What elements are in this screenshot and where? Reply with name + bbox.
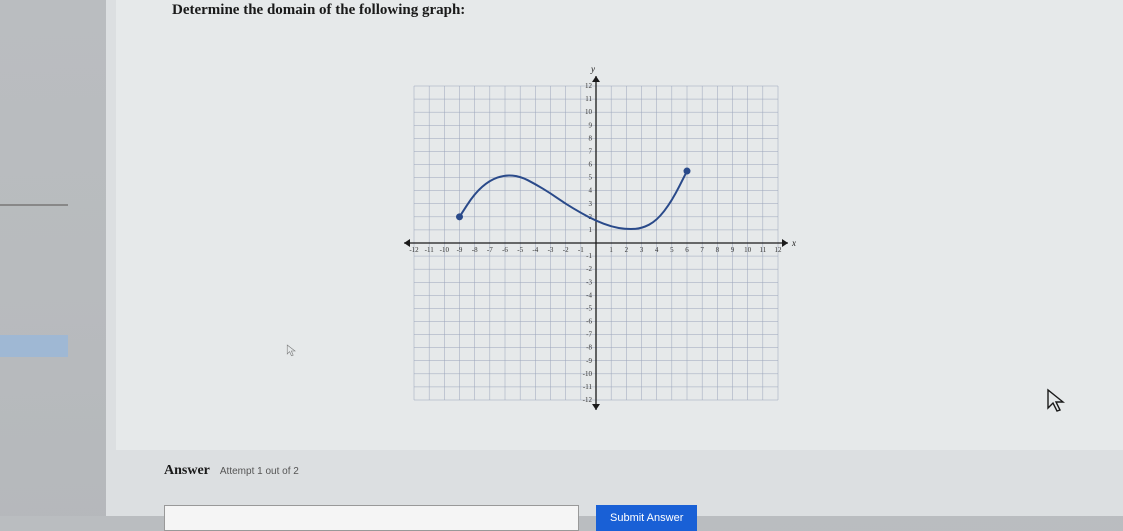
- svg-text:-10: -10: [583, 370, 593, 378]
- svg-text:4: 4: [589, 187, 593, 195]
- svg-text:-9: -9: [586, 357, 592, 365]
- submit-button[interactable]: Submit Answer: [596, 505, 697, 531]
- svg-text:10: 10: [585, 108, 593, 116]
- sidebar-divider: [0, 204, 68, 206]
- svg-text:-6: -6: [502, 246, 508, 254]
- svg-text:-8: -8: [586, 344, 592, 352]
- svg-text:4: 4: [655, 246, 659, 254]
- svg-text:-5: -5: [517, 246, 523, 254]
- svg-text:-7: -7: [586, 331, 592, 339]
- svg-text:9: 9: [589, 121, 593, 129]
- svg-text:8: 8: [716, 246, 720, 254]
- question-prompt: Determine the domain of the following gr…: [172, 2, 465, 19]
- svg-text:-11: -11: [583, 383, 593, 391]
- cursor-icon: [1046, 388, 1068, 414]
- submit-button-label: Submit Answer: [610, 512, 683, 524]
- svg-text:11: 11: [759, 246, 766, 254]
- svg-text:11: 11: [585, 95, 592, 103]
- svg-text:y: y: [590, 64, 595, 74]
- svg-text:-11: -11: [425, 246, 435, 254]
- svg-text:12: 12: [585, 82, 593, 90]
- cursor-icon: [287, 344, 298, 357]
- svg-text:-10: -10: [440, 246, 450, 254]
- svg-text:-4: -4: [532, 246, 538, 254]
- svg-text:5: 5: [589, 174, 593, 182]
- answer-label: Answer: [164, 463, 210, 479]
- svg-text:8: 8: [589, 134, 593, 142]
- svg-text:-1: -1: [586, 252, 592, 260]
- svg-text:10: 10: [744, 246, 752, 254]
- sidebar-active-block[interactable]: [0, 335, 68, 357]
- svg-text:6: 6: [589, 161, 593, 169]
- content-area: Determine the domain of the following gr…: [106, 0, 1123, 516]
- svg-text:-1: -1: [578, 246, 584, 254]
- answer-input[interactable]: [164, 505, 579, 531]
- graph-svg: xy-12-11-10-9-8-7-6-5-4-3-2-112345678910…: [386, 58, 806, 428]
- svg-text:3: 3: [640, 246, 644, 254]
- svg-text:-4: -4: [586, 291, 592, 299]
- svg-text:9: 9: [731, 246, 735, 254]
- attempt-label: Attempt 1 out of 2: [220, 466, 299, 477]
- svg-text:5: 5: [670, 246, 674, 254]
- svg-text:3: 3: [589, 200, 593, 208]
- svg-text:7: 7: [700, 246, 704, 254]
- svg-text:-3: -3: [548, 246, 554, 254]
- svg-text:-8: -8: [472, 246, 478, 254]
- sidebar-fragment: iven): [0, 0, 100, 516]
- svg-text:-9: -9: [457, 246, 463, 254]
- svg-text:7: 7: [589, 147, 593, 155]
- domain-graph: xy-12-11-10-9-8-7-6-5-4-3-2-112345678910…: [386, 58, 806, 428]
- svg-text:12: 12: [775, 246, 783, 254]
- svg-text:6: 6: [685, 246, 689, 254]
- answer-header: Answer Attempt 1 out of 2: [164, 463, 299, 479]
- svg-text:-6: -6: [586, 318, 592, 326]
- svg-text:1: 1: [589, 226, 593, 234]
- svg-text:-12: -12: [583, 396, 593, 404]
- svg-text:-12: -12: [409, 246, 419, 254]
- svg-text:-7: -7: [487, 246, 493, 254]
- svg-text:x: x: [791, 238, 796, 248]
- svg-text:1: 1: [609, 246, 613, 254]
- svg-text:-2: -2: [586, 265, 592, 273]
- svg-text:2: 2: [625, 246, 629, 254]
- svg-text:-5: -5: [586, 304, 592, 312]
- svg-text:-3: -3: [586, 278, 592, 286]
- question-panel: Determine the domain of the following gr…: [116, 0, 1123, 450]
- svg-text:-2: -2: [563, 246, 569, 254]
